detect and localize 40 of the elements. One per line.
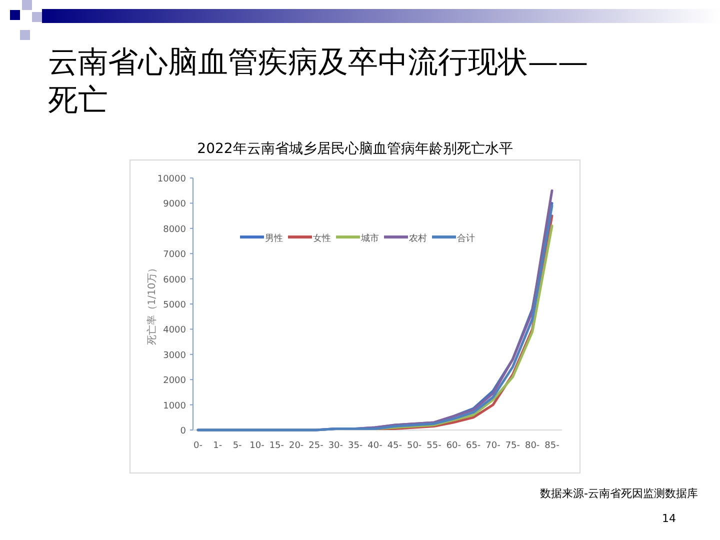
legend-label: 农村 [409, 233, 427, 244]
y-axis-title: 死亡率（1/10万） [146, 262, 158, 346]
y-tick-label: 10000 [157, 174, 186, 184]
text: 14 [662, 512, 676, 525]
chart-title: 云南省心脑血管疾病及卒中流行现状——死亡 [48, 44, 589, 120]
x-tick-label: 50- [406, 441, 422, 451]
x-tick-label: 60- [446, 441, 462, 451]
legend-label: 女性 [313, 233, 331, 244]
y-tick-label: 4000 [163, 326, 186, 336]
legend-label: 合计 [457, 233, 475, 244]
x-tick-label: 5- [232, 441, 242, 451]
source-note: 数据来源-云南省死因监测数据库 [540, 486, 698, 501]
x-tick-label: 0- [194, 441, 202, 451]
x-tick-label: 45- [387, 441, 402, 451]
y-tick-label: 7000 [163, 250, 186, 260]
x-tick-label: 30- [328, 441, 344, 451]
x-tick-label: 1- [213, 441, 222, 451]
chart-subtitle: 2022年云南省城乡居民心脑血管病年龄别死亡水平 [196, 140, 514, 158]
y-tick-label: 3000 [163, 350, 186, 361]
x-tick-label: 85- [544, 441, 560, 451]
y-tick-label: 6000 [163, 275, 186, 286]
y-tick-label: 8000 [163, 224, 186, 235]
y-tick-label: 2000 [163, 376, 186, 386]
legend-label: 城市 [360, 233, 379, 244]
x-tick-label: 65- [466, 441, 481, 451]
x-tick-label: 40- [368, 441, 382, 451]
y-tick-label: 9000 [163, 200, 186, 210]
x-tick-label: 35- [348, 441, 363, 451]
x-tick-label: 75- [505, 441, 520, 451]
x-tick-label: 70- [486, 441, 500, 451]
x-tick-label: 20- [288, 441, 304, 451]
x-tick-label: 55- [426, 441, 442, 451]
y-tick-label: 5000 [163, 300, 186, 310]
legend-label: 男性 [265, 233, 283, 244]
y-tick-label: 1000 [163, 401, 186, 412]
y-tick-label: 0 [180, 426, 186, 436]
x-tick-label: 25- [308, 441, 324, 451]
x-tick-label: 80- [524, 441, 540, 451]
x-tick-label: 10- [250, 441, 264, 451]
x-tick-label: 15- [269, 441, 284, 451]
